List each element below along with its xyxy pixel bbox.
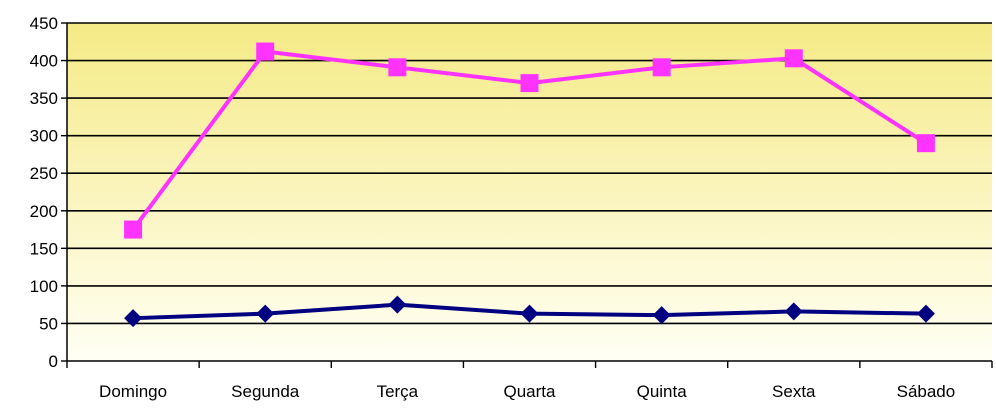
x-tick-label: Segunda [231,382,300,401]
data-point-diamond [784,302,803,321]
data-point-diamond [652,306,671,325]
x-tick-label: Domingo [99,382,167,401]
x-tick-label: Terça [377,382,419,401]
data-point-diamond [124,309,143,328]
data-point-square [388,58,407,77]
y-tick-label: 300 [30,127,58,146]
y-tick-label: 150 [30,239,58,258]
series-1 [124,42,935,239]
series-2 [124,295,935,328]
data-point-square [784,49,803,68]
y-tick-label: 350 [30,89,58,108]
y-tick-label: 450 [30,14,58,33]
y-tick-label: 250 [30,164,58,183]
data-point-square [256,42,275,61]
y-tick-label: 0 [49,352,58,371]
y-tick-label: 400 [30,52,58,71]
data-point-diamond [916,304,935,323]
axes: 0 50 100 150 200 250 300 350 400 450 Domingo Segund… [30,14,993,401]
series-layer [124,42,935,328]
data-point-square [916,134,935,153]
y-tick-label: 100 [30,277,58,296]
x-tick-label: Quarta [504,382,557,401]
data-point-square [652,58,671,77]
y-tick-label: 50 [39,314,58,333]
x-tick-label: Quinta [637,382,688,401]
x-tick-label: Sexta [772,382,816,401]
y-tick-label: 200 [30,202,58,221]
x-tick-label: Sábado [897,382,956,401]
data-point-diamond [256,304,275,323]
gridlines [67,22,992,325]
data-point-square [124,220,143,239]
data-point-diamond [520,304,539,323]
data-point-diamond [388,295,407,314]
data-point-square [520,74,539,93]
